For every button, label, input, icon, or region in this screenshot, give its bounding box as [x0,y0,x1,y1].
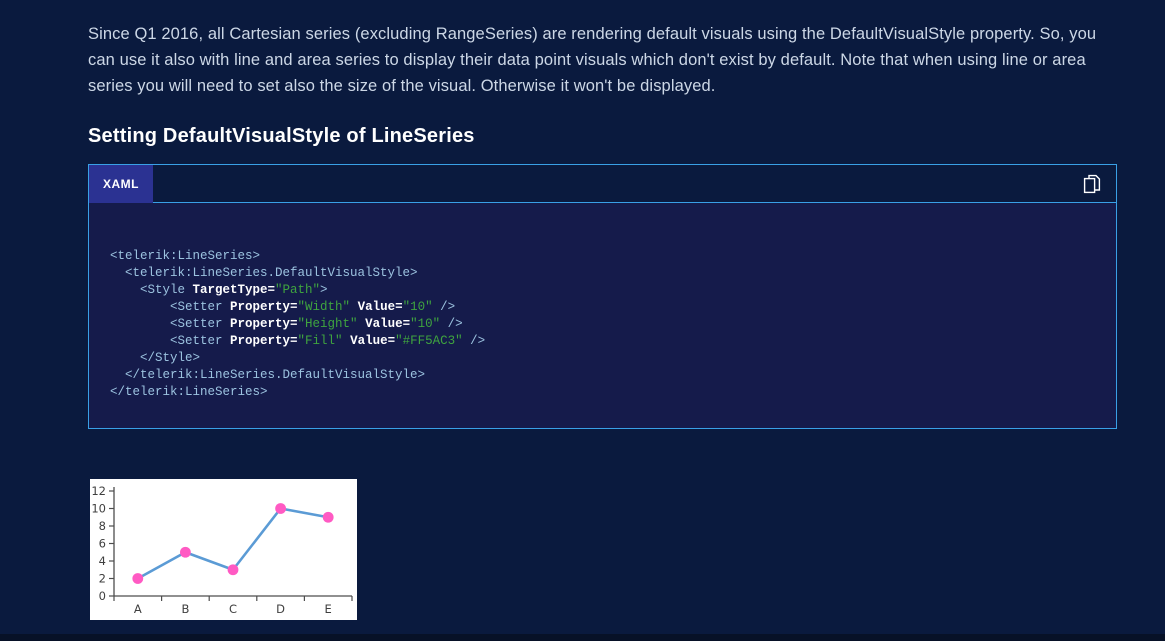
code-tab-bar: XAML [89,165,1116,203]
svg-text:12: 12 [91,484,106,498]
main-content: Since Q1 2016, all Cartesian series (exc… [88,0,1117,620]
code-content: <telerik:LineSeries> <telerik:LineSeries… [89,203,1116,428]
tab-xaml-label: XAML [103,177,139,191]
svg-text:10: 10 [91,502,106,516]
tab-xaml[interactable]: XAML [89,165,153,203]
svg-text:E: E [325,602,332,616]
svg-text:8: 8 [99,519,106,533]
code-block: XAML <telerik:LineSeries> <telerik:LineS… [88,164,1117,429]
svg-text:4: 4 [99,554,106,568]
copy-icon [1083,174,1101,193]
chart-image: 0 2 4 6 8 10 12 A B C D E [90,479,357,620]
line-chart: 0 2 4 6 8 10 12 A B C D E [91,484,353,616]
intro-paragraph: Since Q1 2016, all Cartesian series (exc… [88,25,1097,95]
svg-text:6: 6 [99,537,106,551]
copy-button[interactable] [1068,165,1116,202]
svg-text:A: A [134,602,142,616]
page-title: Setting DefaultVisualStyle of LineSeries [88,125,475,147]
svg-text:0: 0 [99,589,106,603]
svg-text:B: B [181,602,189,616]
svg-text:C: C [229,602,237,616]
footer-strip [0,634,1165,641]
svg-text:D: D [276,602,285,616]
svg-text:2: 2 [99,572,106,586]
